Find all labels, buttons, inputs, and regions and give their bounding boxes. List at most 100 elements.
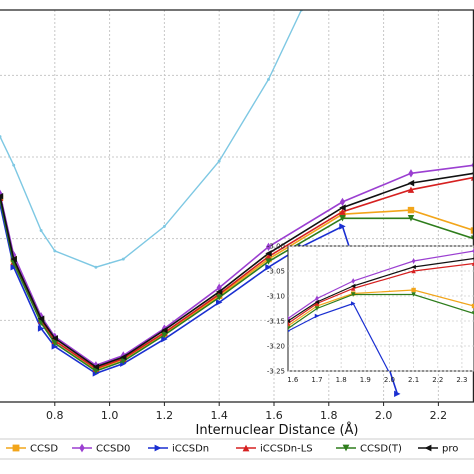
inset-x-tick-label: 2.0	[384, 376, 395, 384]
data-point	[408, 169, 414, 178]
inset-x-tick-label: 1.7	[311, 376, 322, 384]
data-point	[339, 208, 346, 215]
inset-series-group	[288, 248, 474, 371]
inset-data-point	[315, 295, 319, 302]
legend-label-pro: pro	[442, 444, 458, 455]
inset-data-point	[351, 301, 356, 306]
data-point	[267, 77, 270, 81]
x-axis-title: Internuclear Distance (Å)	[196, 422, 359, 438]
inset-y-tick-label: -3.20	[267, 343, 285, 351]
data-point	[407, 206, 415, 214]
data-point	[161, 326, 168, 334]
legend-marker-iCCSDn-LS	[242, 444, 250, 452]
data-point	[407, 215, 415, 222]
data-point	[407, 186, 415, 193]
data-point	[394, 390, 401, 398]
data-point	[161, 335, 168, 343]
inset-data-point	[411, 264, 416, 270]
inset-data-point	[314, 301, 320, 306]
inset-x-tick-label: 1.9	[360, 376, 371, 384]
x-tick-label: 1.8	[320, 409, 338, 422]
data-point	[37, 315, 45, 322]
data-point	[93, 361, 99, 370]
inset-data-point	[351, 286, 356, 291]
data-point	[265, 250, 272, 257]
x-tick-label: 1.2	[156, 409, 174, 422]
data-point	[94, 265, 98, 269]
inset-data-point	[351, 278, 355, 284]
data-point	[339, 197, 346, 207]
data-point	[39, 229, 43, 232]
legend-marker-CCSD(T)	[342, 444, 350, 452]
inset-data-point	[314, 303, 320, 309]
data-point	[51, 340, 58, 347]
legend-marker-CCSD	[12, 444, 20, 452]
data-point	[339, 215, 346, 222]
x-tick-label: 1.4	[210, 409, 228, 422]
legend-label-CCSD: CCSD	[30, 444, 58, 455]
inset-y-tick-label: -3.10	[267, 293, 285, 301]
data-point	[51, 343, 58, 350]
inset-y-tick-label: -3.25	[267, 368, 285, 376]
inset-data-point	[471, 261, 474, 266]
data-point	[162, 224, 166, 228]
inset-data-point	[288, 329, 291, 333]
data-point	[265, 242, 272, 251]
data-point	[38, 312, 44, 321]
data-point	[215, 299, 223, 306]
inset-data-point	[288, 321, 291, 326]
legend-marker-iCCSDn	[154, 444, 162, 452]
data-point	[339, 223, 346, 230]
data-point	[37, 325, 45, 332]
x-tick-label: 1.6	[265, 409, 283, 422]
data-point	[51, 335, 58, 342]
data-point	[10, 264, 17, 271]
legend-label-iCCSDn: iCCSDn	[172, 444, 209, 455]
legend-marker-CCSD0	[79, 443, 85, 453]
data-point	[120, 357, 127, 365]
inset-data-point	[471, 303, 474, 309]
inset-data-point	[288, 318, 291, 324]
inset-data-point	[314, 313, 320, 319]
data-point	[12, 163, 16, 167]
inset-x-tick-label: 2.1	[408, 376, 419, 384]
inset-data-point	[314, 306, 320, 311]
x-tick-label: 0.8	[46, 409, 64, 422]
data-point	[161, 324, 167, 333]
inset-data-point	[411, 268, 416, 274]
data-point	[0, 193, 4, 200]
inset-data-point	[411, 258, 416, 264]
inset-x-tick-label: 1.6	[287, 376, 299, 384]
inset-data-point	[411, 287, 416, 293]
series-line-CCSD0	[0, 164, 474, 367]
legend-box	[0, 438, 474, 460]
data-point	[92, 363, 100, 371]
data-point	[339, 204, 346, 211]
inset-data-point	[471, 257, 474, 260]
data-point	[265, 264, 272, 271]
inset-data-point	[471, 311, 474, 316]
inset-data-point	[288, 326, 291, 331]
data-point	[10, 255, 17, 263]
inset-y-tick-label: -3.15	[267, 318, 285, 326]
legend-label-iCCSDn-LS: iCCSDn-LS	[260, 444, 313, 455]
series-line-iCCSDn	[0, 204, 399, 395]
inset-y-tick-label: -3.00	[267, 243, 285, 251]
series-group	[0, 10, 474, 398]
data-point	[53, 249, 57, 253]
legend-label-CCSD(T): CCSD(T)	[360, 444, 402, 455]
x-tick-label: 2.0	[375, 409, 393, 422]
data-point	[265, 258, 272, 265]
data-point	[120, 353, 127, 361]
series-line-pro	[0, 172, 474, 368]
data-point	[0, 135, 2, 139]
data-point	[217, 159, 221, 163]
inset-x-tick-label: 2.3	[456, 376, 467, 384]
data-point	[407, 179, 415, 187]
data-point	[470, 227, 474, 234]
inset-y-tick-label: -3.05	[267, 268, 285, 276]
series-line-CCSD(T)	[0, 199, 474, 372]
data-point	[121, 257, 125, 261]
inset-data-point	[411, 292, 416, 297]
